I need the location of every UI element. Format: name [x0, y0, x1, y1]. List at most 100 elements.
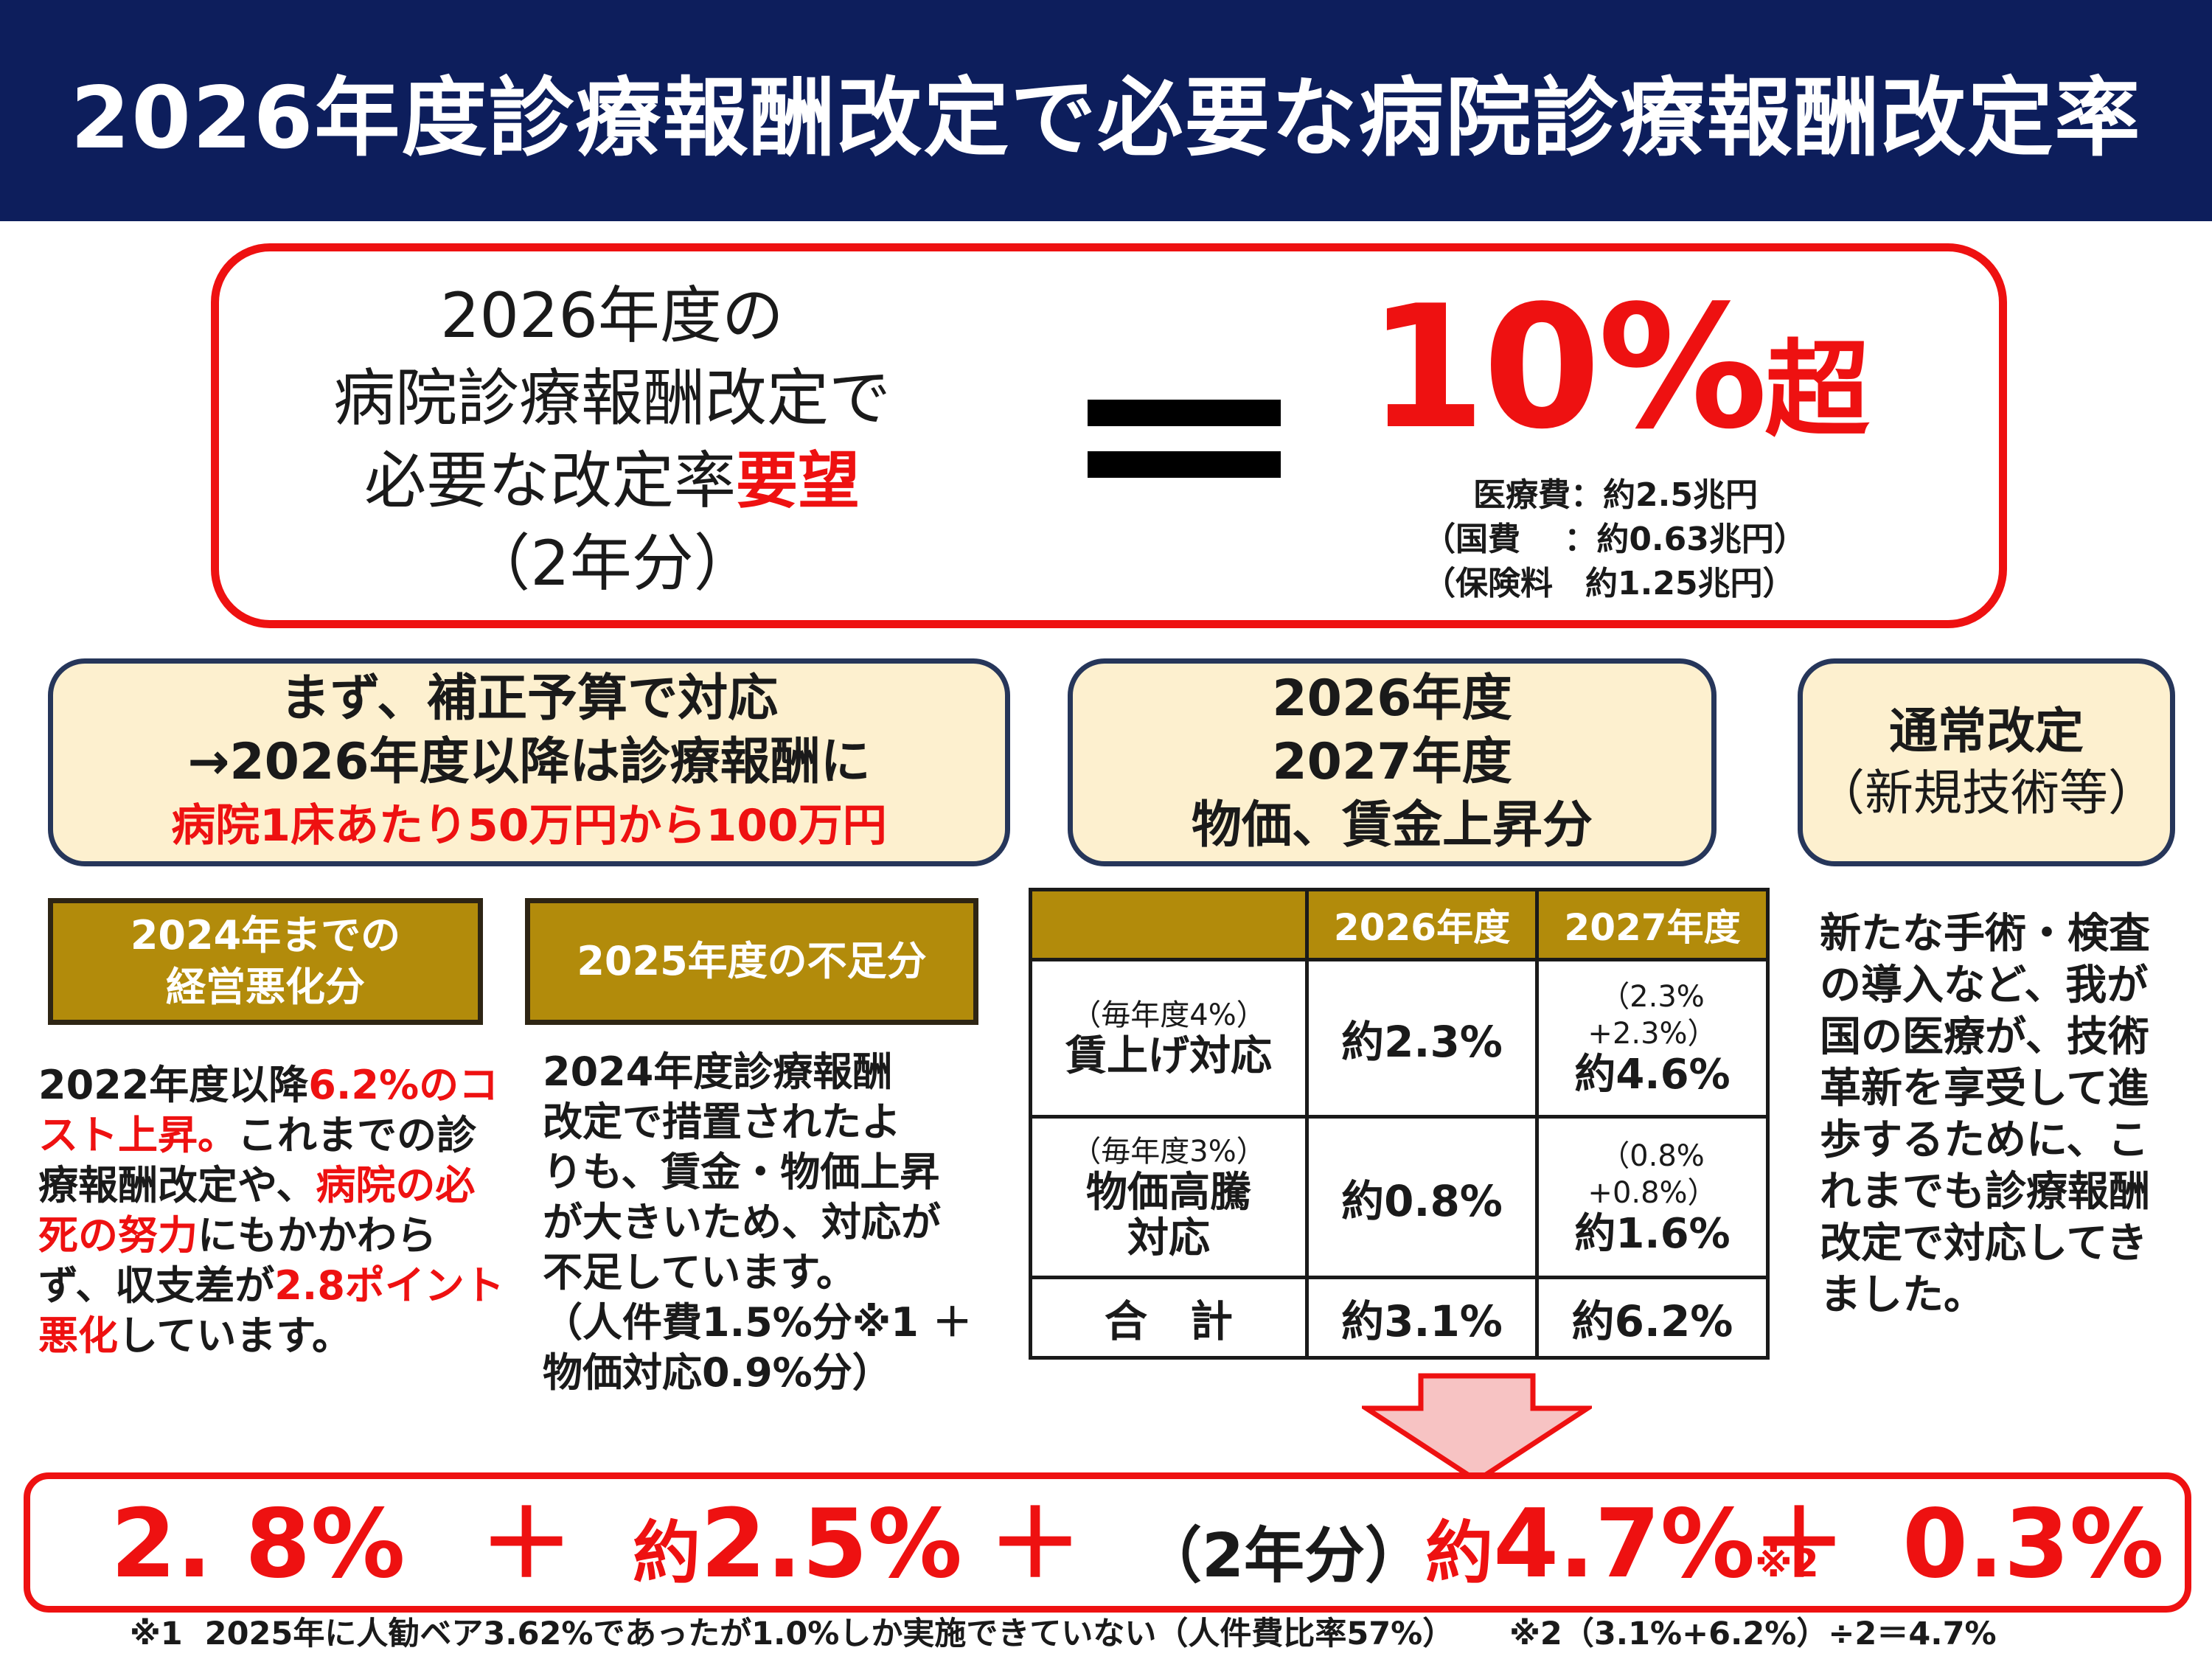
term-shortfall-value: 2.5% [700, 1489, 963, 1599]
deterioration-label-line-1: 2024年までの [130, 912, 401, 959]
shortfall-label-text: 2025年度の不足分 [577, 938, 927, 984]
total-equation-box [24, 1472, 2191, 1613]
rate-table: 2026年度 2027年度 （毎年度4%） 賃上げ対応 約2.3% （2.3% … [1029, 888, 1770, 1360]
summary-line-4: （2年分） [468, 527, 756, 599]
cell-value: 約1.6% [1574, 1209, 1731, 1258]
para3-line: 改定で対応してき [1820, 1220, 2148, 1267]
table-row: （毎年度3%） 物価高騰 対応 約0.8% （0.8% +0.8%） 約1.6% [1029, 1115, 1770, 1279]
para3-line: 歩するために、こ [1820, 1116, 2149, 1164]
para2-line: 2024年度診療報酬 [543, 1048, 893, 1095]
row-label-price: （毎年度3%） 物価高騰 対応 [1029, 1115, 1309, 1279]
para1-part-4: しています。 [118, 1312, 352, 1359]
row-note: （毎年度4%） [1071, 998, 1266, 1032]
para1-red-2: 病院の必死の努力 [38, 1162, 476, 1259]
regular-revision-paragraph: 新たな手術・検査 の導入など、我が 国の医療が、技術 革新を享受して進 歩するた… [1820, 908, 2188, 1321]
cell-wage-2026: 約2.3% [1305, 958, 1539, 1119]
row-label: 賃上げ対応 [1065, 1032, 1272, 1080]
supplementary-line-3: 病院1床あたり50万円から100万円 [171, 800, 887, 852]
regular-line-2: （新規技術等） [1816, 765, 2157, 821]
term-price-wage-note: （2年分） [1141, 1521, 1426, 1591]
para1-part-3: にもかかわらず、収支差が [38, 1212, 437, 1309]
term-deterioration: 2. 8% [111, 1489, 406, 1599]
table-row: （毎年度4%） 賃上げ対応 約2.3% （2.3% +2.3%） 約4.6% [1029, 958, 1770, 1119]
cell-price-2026: 約0.8% [1305, 1115, 1539, 1279]
cell-price-2027: （0.8% +0.8%） 約1.6% [1535, 1115, 1770, 1279]
para2-line: 物価対応0.9%分） [543, 1349, 892, 1396]
table-row-total: 合 計 約3.1% 約6.2% [1029, 1276, 1770, 1360]
calc-line: （0.8% [1600, 1138, 1705, 1173]
table-header-row: 2026年度 2027年度 [1029, 888, 1770, 961]
plus-sign-1: ＋ [479, 1489, 574, 1599]
price-wage-box: 2026年度 2027年度 物価、賃金上昇分 [1068, 658, 1717, 866]
calc-line: （2.3% [1600, 980, 1705, 1014]
row-label-total: 合 計 [1029, 1276, 1309, 1360]
summary-request-text: 2026年度の 病院診療報酬改定で 必要な改定率要望 （2年分） [243, 274, 981, 605]
price-wage-line-1: 2026年度 [1272, 669, 1512, 728]
plus-sign-3: ＋ [1752, 1489, 1847, 1599]
summary-line-2: 病院診療報酬改定で [333, 362, 891, 434]
cell-total-2027: 約6.2% [1535, 1276, 1770, 1360]
shortfall-label: 2025年度の不足分 [525, 898, 978, 1025]
para2-line: が大きいため、対応が [543, 1199, 941, 1245]
required-rate-value: 10% [1368, 270, 1768, 467]
term-price-wage-prefix: 約 [1425, 1514, 1494, 1593]
down-arrow-icon [1362, 1373, 1592, 1484]
row-label: 対応 [1127, 1214, 1210, 1262]
para1-part-1: 2022年度以降 [38, 1062, 309, 1108]
term-shortfall: 約2.5% [633, 1489, 962, 1609]
summary-line-1: 2026年度の [440, 279, 784, 352]
equals-sign [1088, 389, 1281, 485]
para3-line: 新たな手術・検査 [1820, 910, 2150, 958]
cost-line-3: （保険料 約1.25兆円） [1423, 565, 1795, 602]
para2-line: りも、賃金・物価上昇 [543, 1149, 940, 1195]
row-label: 物価高騰 [1086, 1168, 1251, 1217]
para3-line: 国の医療が、技術 [1820, 1013, 2149, 1061]
para1-red-3: 2.8ポイント悪化 [38, 1262, 504, 1359]
cell-wage-2027: （2.3% +2.3%） 約4.6% [1535, 958, 1770, 1119]
term-price-wage-mark: ※2 [1755, 1542, 1819, 1586]
summary-box [211, 243, 2007, 628]
summary-line-3a: 必要な改定率 [364, 445, 736, 517]
cell-value: 約4.6% [1574, 1051, 1731, 1099]
table-header-blank [1029, 888, 1309, 961]
footnote: ※1 2025年に人勧ベア3.62%であったが1.0%しか実施できていない（人件… [130, 1615, 1997, 1652]
required-rate: 10%超 [1368, 284, 1870, 476]
deterioration-label: 2024年までの 経営悪化分 [48, 898, 483, 1025]
supplementary-budget-box: まず、補正予算で対応 →2026年度以降は診療報酬に 病院1床あたり50万円から… [48, 658, 1010, 866]
deterioration-paragraph: 2022年度以降6.2%のコスト上昇。これまでの診療報酬改定や、病院の必死の努力… [38, 1060, 510, 1361]
cost-line-1: 医療費：約2.5兆円 [1473, 476, 1758, 514]
para2-line: （人件費1.5%分※1 ＋ [543, 1299, 973, 1346]
shortfall-paragraph: 2024年度診療報酬 改定で措置されたよ りも、賃金・物価上昇 が大きいため、対… [543, 1047, 1000, 1398]
para3-line: れまでも診療報酬 [1820, 1168, 2150, 1216]
page-title: 2026年度診療報酬改定で必要な病院診療報酬改定率 [0, 0, 2212, 221]
regular-line-1: 通常改定 [1889, 703, 2084, 759]
para3-line: 革新を享受して進 [1820, 1065, 2149, 1113]
table-header-2026: 2026年度 [1305, 888, 1539, 961]
calc-line: +2.3%） [1587, 1017, 1717, 1051]
row-label-wage: （毎年度4%） 賃上げ対応 [1029, 958, 1309, 1119]
cost-line-2: （国費 ：約0.63兆円） [1423, 521, 1806, 558]
para2-line: 改定で措置されたよ [543, 1099, 901, 1145]
summary-line-3b: 要望 [736, 445, 860, 517]
term-shortfall-prefix: 約 [633, 1514, 701, 1593]
regular-revision-box: 通常改定 （新規技術等） [1798, 658, 2175, 866]
required-rate-suffix: 超 [1764, 330, 1870, 451]
para1-part-2: これまでの診療報酬改定や、 [38, 1112, 476, 1208]
term-price-wage-value: 4.7% [1493, 1489, 1756, 1599]
price-wage-line-3: 物価、賃金上昇分 [1191, 796, 1593, 855]
price-wage-line-2: 2027年度 [1272, 733, 1512, 791]
para2-line: 不足しています。 [543, 1249, 856, 1295]
supplementary-line-2: →2026年度以降は診療報酬に [187, 733, 871, 791]
term-price-wage: （2年分）約4.7%※2 [1141, 1489, 1819, 1619]
summary-line-3: 必要な改定率要望 [243, 439, 981, 522]
cost-breakdown: 医療費：約2.5兆円 （国費 ：約0.63兆円） （保険料 約1.25兆円） [1423, 473, 1858, 606]
supplementary-line-1: まず、補正予算で対応 [279, 669, 779, 728]
para3-line: の導入など、我が [1820, 961, 2149, 1009]
cell-total-2026: 約3.1% [1305, 1276, 1539, 1360]
para1-red-1: 6.2%のコスト上昇。 [38, 1062, 499, 1158]
table-header-2027: 2027年度 [1535, 888, 1770, 961]
para3-line: ました。 [1820, 1271, 1985, 1319]
row-note: （毎年度3%） [1071, 1134, 1266, 1169]
calc-line: +0.8%） [1587, 1175, 1717, 1210]
deterioration-label-line-2: 経営悪化分 [166, 964, 365, 1010]
